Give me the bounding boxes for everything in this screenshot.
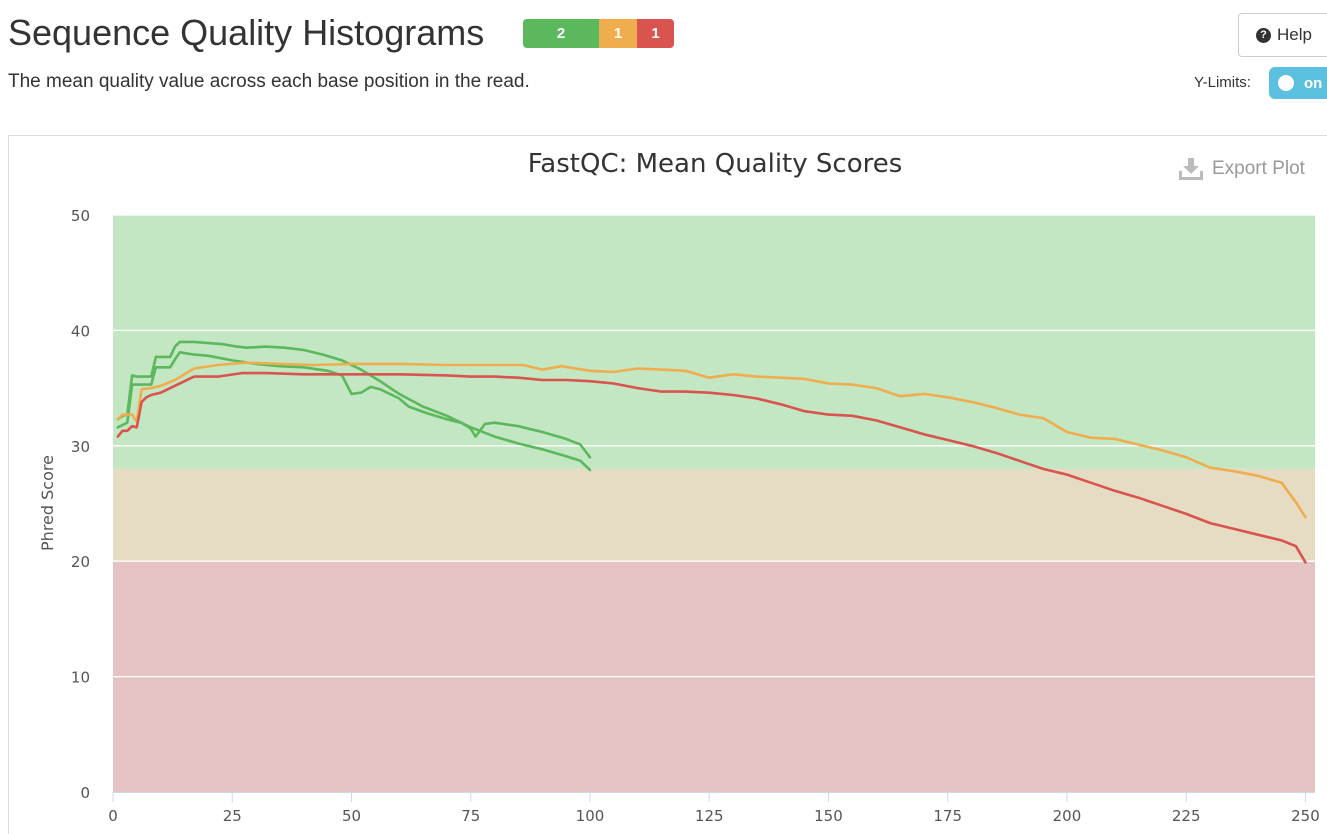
ylimits-label: Y-Limits: (1194, 74, 1251, 91)
export-plot-label: Export Plot (1212, 158, 1305, 179)
y-tick-label: 50 (71, 207, 90, 225)
status-pass-badge[interactable]: 2 (523, 19, 599, 48)
x-tick-label: 0 (108, 807, 118, 825)
help-button-label: Help (1277, 25, 1312, 44)
x-tick-label: 125 (695, 807, 724, 825)
x-tick-label: 150 (814, 807, 843, 825)
export-plot-button[interactable]: Export Plot (1178, 157, 1305, 181)
download-icon (1179, 158, 1203, 180)
y-tick-label: 40 (71, 322, 90, 340)
chart-title: FastQC: Mean Quality Scores (528, 149, 903, 179)
band-good (113, 215, 1315, 469)
help-button[interactable]: ? Help (1238, 13, 1327, 57)
ylimits-toggle[interactable]: on (1269, 67, 1327, 99)
page-subtitle: The mean quality value across each base … (8, 71, 530, 92)
y-axis-label: Phred Score (38, 455, 57, 551)
question-circle-icon: ? (1256, 27, 1271, 43)
y-tick-label: 10 (71, 669, 90, 687)
x-tick-label: 225 (1172, 807, 1201, 825)
series-line-pass (116, 340, 592, 472)
band-warn (113, 468, 1315, 562)
status-fail-badge[interactable]: 1 (637, 19, 674, 48)
page-title: Sequence Quality Histograms (8, 12, 485, 53)
status-warn-badge[interactable]: 1 (599, 19, 637, 48)
y-axis: 0 10 20 30 40 50 (71, 207, 90, 802)
status-bar[interactable]: 2 1 1 (523, 19, 674, 48)
toggle-label: on (1304, 74, 1323, 92)
x-tick-label: 175 (933, 807, 962, 825)
x-tick-label: 25 (223, 807, 242, 825)
x-tick-label: 200 (1053, 807, 1082, 825)
grid-lines (113, 214, 1315, 678)
x-tick-label: 75 (461, 807, 480, 825)
x-tick-label: 50 (342, 807, 361, 825)
y-tick-label: 0 (80, 784, 90, 802)
y-tick-label: 20 (71, 553, 90, 571)
x-tick-label: 250 (1291, 807, 1320, 825)
series-lines (116, 340, 1307, 564)
series-line-warn (116, 361, 1307, 519)
x-tick-label: 100 (576, 807, 605, 825)
quality-bands (113, 215, 1315, 792)
toggle-knob[interactable] (1278, 75, 1294, 91)
series-line-fail (116, 371, 1307, 564)
y-tick-label: 30 (71, 438, 90, 456)
x-axis: 0 25 50 75 100 125 150 175 200 225 250 (108, 792, 1320, 825)
plot-container (8, 135, 1327, 834)
